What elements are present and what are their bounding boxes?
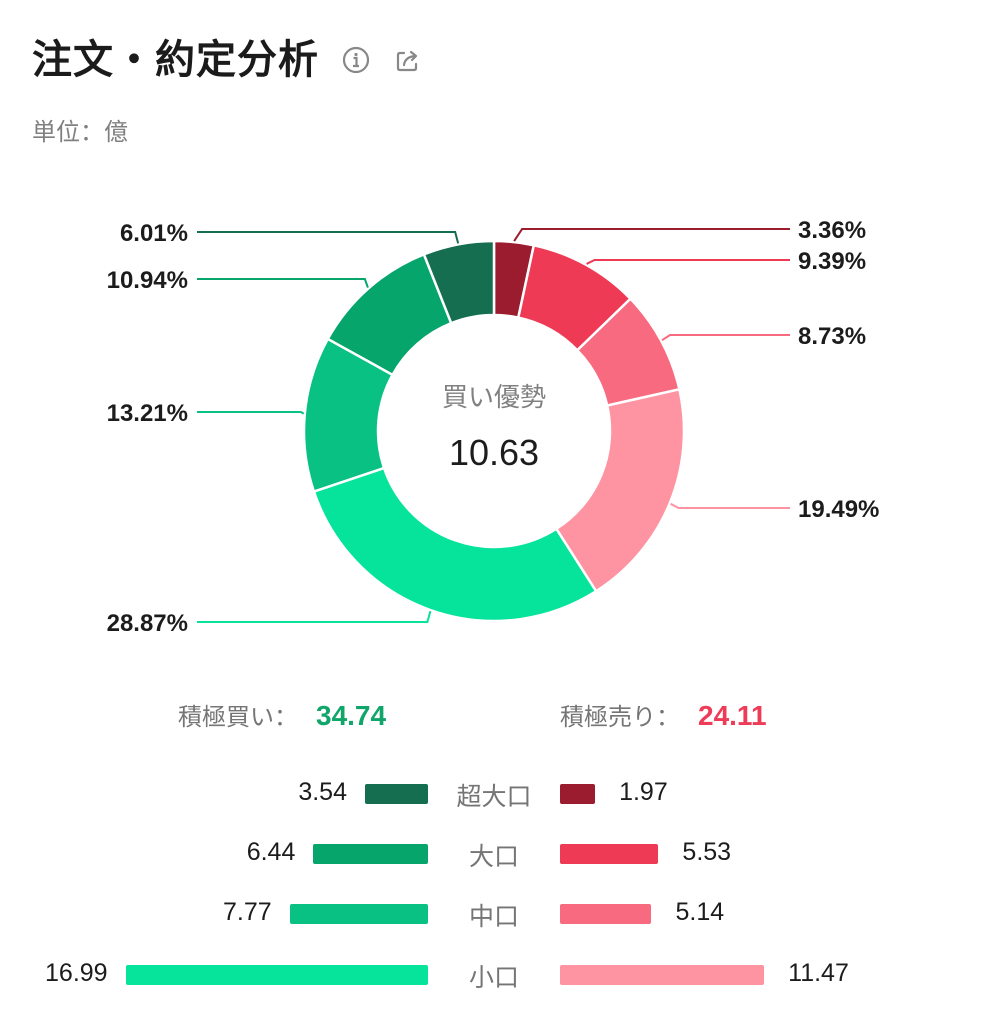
donut-slices bbox=[302, 239, 686, 623]
sell-bar bbox=[560, 844, 659, 864]
bar-row-small: 16.99 小口 11.47 bbox=[0, 955, 988, 995]
category-label: 超大口 bbox=[456, 782, 532, 811]
slice-percent-label: 19.49% bbox=[798, 496, 879, 523]
buy-value: 3.54 bbox=[298, 778, 347, 806]
donut-slice[interactable] bbox=[422, 239, 496, 325]
sell-value: 5.14 bbox=[675, 898, 725, 926]
slice-labels: 3.36% 9.39% 8.73% 19.49% 28.87% 13.21% 10.94% 6… bbox=[107, 217, 880, 637]
category-label: 中口 bbox=[468, 902, 519, 931]
slice-percent-label: 8.73% bbox=[798, 323, 866, 350]
leader-line bbox=[197, 610, 432, 623]
leader-line bbox=[586, 259, 790, 265]
buy-summary-label: 積極買い： bbox=[178, 703, 298, 731]
header: 注文・約定分析 bbox=[32, 30, 423, 90]
slice-percent-label: 9.39% bbox=[798, 248, 866, 275]
sell-bar bbox=[560, 904, 652, 924]
page-title: 注文・約定分析 bbox=[32, 37, 319, 83]
sell-bar bbox=[560, 965, 765, 985]
leader-line bbox=[197, 411, 305, 415]
slice-percent-label: 3.36% bbox=[798, 217, 866, 244]
slice-percent-label: 13.21% bbox=[107, 400, 188, 427]
donut-slice[interactable] bbox=[312, 466, 598, 623]
center-value: 10.63 bbox=[449, 432, 539, 473]
buy-summary: 積極買い： 34.74 bbox=[178, 697, 386, 732]
donut-chart: 3.36% 9.39% 8.73% 19.49% 28.87% 13.21% 10.94% 6… bbox=[107, 217, 880, 637]
leader-line bbox=[513, 228, 790, 242]
sell-value: 11.47 bbox=[788, 959, 849, 987]
share-icon[interactable] bbox=[393, 45, 423, 75]
slice-percent-label: 28.87% bbox=[107, 610, 188, 637]
info-circle-icon[interactable] bbox=[341, 45, 371, 75]
buy-value: 6.44 bbox=[246, 838, 296, 866]
buy-bar bbox=[313, 844, 428, 864]
bar-row-large: 6.44 大口 5.53 bbox=[0, 834, 988, 874]
leader-line bbox=[197, 278, 369, 288]
buy-bar bbox=[364, 784, 428, 804]
sell-value: 1.97 bbox=[619, 778, 668, 806]
buy-bar bbox=[125, 965, 428, 985]
sell-summary-label: 積極売り： bbox=[560, 703, 680, 731]
bar-row-medium: 7.77 中口 5.14 bbox=[0, 894, 988, 934]
category-label: 小口 bbox=[468, 963, 519, 992]
category-label: 大口 bbox=[468, 842, 519, 871]
slice-percent-label: 6.01% bbox=[120, 220, 188, 247]
leader-line bbox=[670, 502, 790, 509]
unit-label: 単位：億 bbox=[32, 118, 128, 146]
donut-slice[interactable] bbox=[554, 387, 686, 593]
sell-summary-value: 24.11 bbox=[698, 700, 767, 731]
bar-row-super-large: 3.54 超大口 1.97 bbox=[0, 774, 988, 814]
leader-line bbox=[661, 334, 790, 342]
slice-percent-label: 10.94% bbox=[107, 267, 188, 294]
leader-lines bbox=[197, 228, 790, 623]
sell-summary: 積極売り： 24.11 bbox=[560, 697, 767, 732]
sell-value: 5.53 bbox=[682, 838, 732, 866]
buy-bar bbox=[289, 904, 428, 924]
buy-value: 16.99 bbox=[45, 959, 108, 987]
buy-summary-value: 34.74 bbox=[316, 700, 387, 731]
center-label: 買い優勢 bbox=[442, 383, 546, 413]
sell-bar bbox=[560, 784, 596, 804]
leader-line bbox=[197, 231, 460, 244]
buy-value: 7.77 bbox=[223, 898, 272, 926]
